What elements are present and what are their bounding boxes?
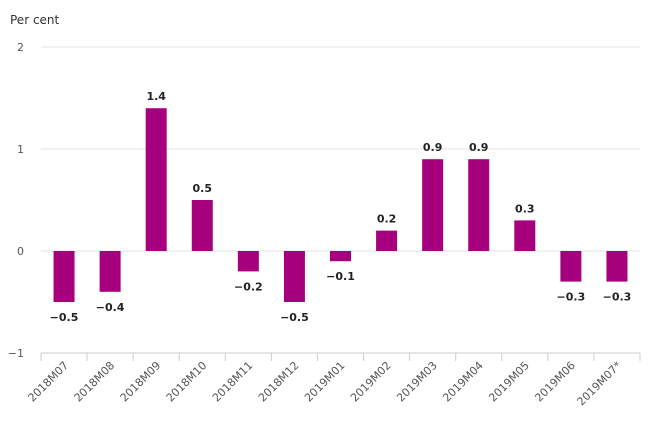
x-tick-label: 2019M06 bbox=[532, 359, 578, 405]
bar-2018M10 bbox=[191, 200, 213, 251]
data-labels: −0.5 −0.4 1.4 0.5 −0.2 −0.5 −0.1 0.2 0.9 0.9 0.3 −0… bbox=[50, 90, 632, 324]
x-tick-label: 2018M08 bbox=[72, 359, 118, 405]
y-tick-label: 1 bbox=[17, 143, 24, 156]
x-axis: 2018M07 2018M08 2018M09 2018M10 2018M11 2018M… bbox=[26, 352, 641, 409]
x-tick-label: 2019M01 bbox=[302, 359, 348, 405]
x-tick-label: 2018M12 bbox=[256, 359, 302, 405]
data-label-2018M08: −0.4 bbox=[96, 301, 125, 314]
data-label-2019M05: 0.3 bbox=[515, 202, 535, 215]
y-axis-unit-label: Per cent bbox=[10, 13, 60, 27]
x-tick-label: 2019M03 bbox=[394, 359, 440, 405]
data-label-2018M11: −0.2 bbox=[234, 280, 263, 293]
data-label-2019M06: −0.3 bbox=[557, 291, 586, 304]
gridlines bbox=[41, 46, 640, 354]
y-tick-labels: 2 1 0 −1 bbox=[8, 41, 24, 360]
bar-2019M04 bbox=[468, 159, 490, 251]
bars bbox=[53, 108, 628, 302]
data-label-2019M04: 0.9 bbox=[469, 141, 489, 154]
bar-2019M07* bbox=[606, 251, 628, 282]
x-tick-label: 2019M05 bbox=[486, 359, 532, 405]
data-label-2018M07: −0.5 bbox=[50, 311, 79, 324]
data-label-2018M12: −0.5 bbox=[280, 311, 309, 324]
x-tick-label: 2018M09 bbox=[118, 359, 164, 405]
data-label-2018M10: 0.5 bbox=[193, 182, 213, 195]
data-label-2019M03: 0.9 bbox=[423, 141, 443, 154]
bar-2018M07 bbox=[53, 251, 75, 302]
bar-2019M03 bbox=[422, 159, 444, 251]
x-tick-label: 2018M10 bbox=[164, 359, 210, 405]
x-tick-label: 2018M11 bbox=[210, 359, 256, 405]
x-tick-label: 2019M07* bbox=[575, 359, 625, 409]
bar-2019M01 bbox=[330, 251, 351, 262]
x-tick-label: 2018M07 bbox=[26, 359, 72, 405]
x-tick-label: 2019M04 bbox=[440, 359, 486, 405]
bar-2019M06 bbox=[560, 251, 582, 282]
bar-2019M02 bbox=[376, 230, 398, 251]
bar-2018M08 bbox=[99, 251, 121, 292]
bar-2019M05 bbox=[514, 220, 536, 251]
x-tick-label: 2019M02 bbox=[348, 359, 394, 405]
y-tick-label: 2 bbox=[17, 41, 24, 54]
bar-2018M12 bbox=[283, 251, 305, 302]
data-label-2019M02: 0.2 bbox=[377, 213, 397, 226]
y-tick-label: −1 bbox=[8, 347, 24, 360]
data-label-2018M09: 1.4 bbox=[146, 90, 166, 103]
bar-2018M09 bbox=[145, 108, 167, 251]
y-tick-label: 0 bbox=[17, 245, 24, 258]
data-label-2019M07*: −0.3 bbox=[603, 291, 632, 304]
data-label-2019M01: −0.1 bbox=[326, 270, 355, 283]
bar-2018M11 bbox=[237, 251, 259, 272]
